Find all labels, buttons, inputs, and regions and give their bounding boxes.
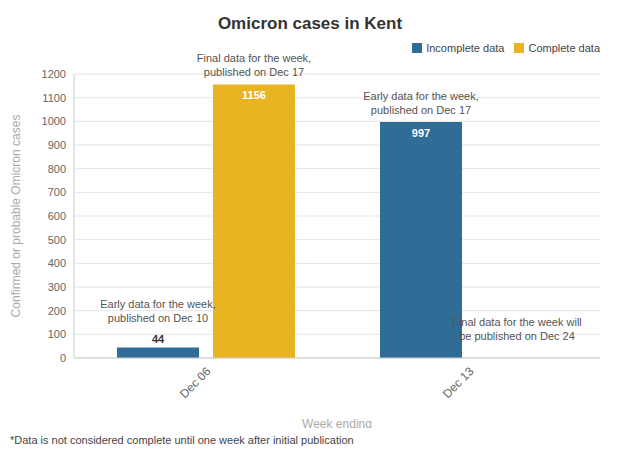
- svg-text:published on Dec 17: published on Dec 17: [204, 66, 304, 78]
- svg-text:Early data for the week,: Early data for the week,: [100, 298, 216, 310]
- svg-text:1156: 1156: [242, 89, 266, 101]
- html-text:Complete data: Complete data: [528, 42, 600, 54]
- svg-text:44: 44: [152, 333, 165, 345]
- svg-text:Early data for the week,: Early data for the week,: [363, 90, 479, 102]
- svg-text:Confirmed or probable Omicron: Confirmed or probable Omicron cases: [9, 115, 23, 318]
- svg-text:300: 300: [48, 281, 66, 293]
- svg-text:published on Dec 17: published on Dec 17: [371, 104, 471, 116]
- svg-text:1000: 1000: [42, 115, 66, 127]
- svg-text:Final data for the week,: Final data for the week,: [197, 52, 311, 64]
- svg-text:600: 600: [48, 210, 66, 222]
- svg-text:400: 400: [48, 257, 66, 269]
- html-text:*Data is not considered comple: *Data is not considered complete until o…: [10, 434, 354, 446]
- svg-text:1100: 1100: [42, 92, 66, 104]
- svg-text:Dec 06: Dec 06: [177, 364, 214, 401]
- svg-text:be published on Dec 24: be published on Dec 24: [459, 330, 575, 342]
- svg-text:500: 500: [48, 234, 66, 246]
- svg-text:0: 0: [60, 352, 66, 364]
- svg-text:700: 700: [48, 186, 66, 198]
- svg-text:Week ending: Week ending: [302, 417, 372, 428]
- svg-text:900: 900: [48, 139, 66, 151]
- html-text:Omicron cases in Kent: Omicron cases in Kent: [217, 14, 403, 33]
- svg-text:1200: 1200: [42, 68, 66, 80]
- html-text:Incomplete data: Incomplete data: [426, 42, 505, 54]
- svg-text:published on Dec 10: published on Dec 10: [108, 312, 208, 324]
- svg-text:200: 200: [48, 305, 66, 317]
- svg-text:997: 997: [412, 127, 430, 139]
- svg-text:Final data for the week will: Final data for the week will: [452, 316, 582, 328]
- svg-text:Dec 13: Dec 13: [440, 364, 477, 401]
- svg-text:800: 800: [48, 163, 66, 175]
- svg-text:100: 100: [48, 328, 66, 340]
